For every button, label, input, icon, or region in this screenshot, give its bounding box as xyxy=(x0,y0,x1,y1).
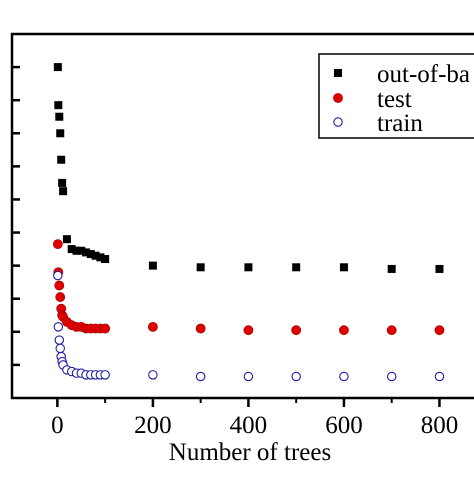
data-point-test xyxy=(54,280,65,291)
data-point-out-of-bag xyxy=(196,263,205,272)
data-point-out-of-bag xyxy=(292,263,301,272)
series-test xyxy=(52,239,445,336)
data-point-test xyxy=(291,325,302,336)
x-tick-label: 800 xyxy=(421,412,459,439)
data-point-test xyxy=(434,325,445,336)
data-point-out-of-bag xyxy=(82,248,91,257)
data-point-train xyxy=(291,371,301,382)
data-point-out-of-bag xyxy=(53,63,62,72)
data-point-train xyxy=(195,371,206,382)
data-point-out-of-bag xyxy=(244,263,253,272)
data-point-test xyxy=(100,323,111,334)
data-point-train xyxy=(100,370,110,380)
data-point-test xyxy=(147,321,158,332)
x-tick-label: 600 xyxy=(325,412,363,439)
data-point-out-of-bag xyxy=(72,246,81,255)
y-axis-ticks xyxy=(12,65,20,367)
data-point-out-of-bag xyxy=(55,112,64,121)
data-point-test xyxy=(339,325,349,336)
x-axis-label: Number of trees xyxy=(169,439,331,466)
legend-label-out-of-bag: out-of-ba xyxy=(377,61,470,88)
data-point-out-of-bag xyxy=(91,251,100,260)
series-layer xyxy=(52,63,445,382)
series-train xyxy=(53,270,445,382)
plot-frame xyxy=(10,32,474,400)
data-point-train xyxy=(243,371,254,382)
x-axis-ticks: 0 200 400 600 800 xyxy=(51,398,459,439)
data-point-out-of-bag xyxy=(67,245,76,254)
data-point-out-of-bag xyxy=(59,187,68,196)
data-point-train xyxy=(54,335,65,345)
data-point-out-of-bag xyxy=(77,246,86,255)
data-point-train xyxy=(148,370,158,380)
data-point-test xyxy=(243,325,254,336)
legend-box xyxy=(318,53,474,139)
x-tick-label: 0 xyxy=(51,412,64,439)
legend-label-train: train xyxy=(377,110,423,137)
legend: out-of-ba test train xyxy=(318,53,474,139)
data-point-out-of-bag xyxy=(148,261,157,270)
data-point-out-of-bag xyxy=(387,264,396,273)
data-point-test xyxy=(195,323,206,334)
data-point-out-of-bag xyxy=(101,255,110,264)
data-point-train xyxy=(53,322,64,332)
data-point-out-of-bag xyxy=(86,250,95,259)
data-point-out-of-bag xyxy=(58,178,67,187)
legend-label-test: test xyxy=(377,86,412,113)
data-point-test xyxy=(386,325,397,336)
data-point-out-of-bag xyxy=(56,129,65,138)
data-point-train xyxy=(339,371,349,382)
data-point-train xyxy=(53,270,63,281)
data-point-train xyxy=(386,371,397,382)
x-tick-label: 400 xyxy=(230,412,268,439)
data-point-train xyxy=(434,371,445,382)
legend-marker-train xyxy=(333,117,343,127)
data-point-train xyxy=(55,343,65,354)
data-point-out-of-bag xyxy=(435,264,444,273)
data-point-out-of-bag xyxy=(62,235,71,244)
x-tick-label: 200 xyxy=(134,412,172,439)
legend-marker-test xyxy=(333,93,343,103)
data-point-out-of-bag xyxy=(96,253,105,262)
data-point-out-of-bag xyxy=(57,155,66,164)
data-point-test xyxy=(55,292,66,302)
legend-marker-out-of-bag xyxy=(334,69,342,77)
data-point-out-of-bag xyxy=(339,263,348,272)
data-point-out-of-bag xyxy=(54,101,63,110)
series-out-of-bag xyxy=(53,63,444,273)
data-point-test xyxy=(52,239,63,250)
